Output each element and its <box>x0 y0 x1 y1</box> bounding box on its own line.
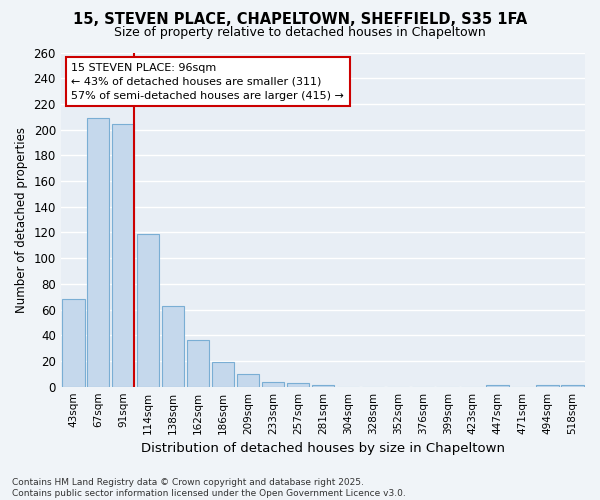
Bar <box>212 362 234 386</box>
Bar <box>62 300 85 386</box>
Text: Contains HM Land Registry data © Crown copyright and database right 2025.
Contai: Contains HM Land Registry data © Crown c… <box>12 478 406 498</box>
Bar <box>137 234 160 386</box>
Bar <box>287 383 309 386</box>
Text: 15, STEVEN PLACE, CHAPELTOWN, SHEFFIELD, S35 1FA: 15, STEVEN PLACE, CHAPELTOWN, SHEFFIELD,… <box>73 12 527 28</box>
X-axis label: Distribution of detached houses by size in Chapeltown: Distribution of detached houses by size … <box>141 442 505 455</box>
Text: 15 STEVEN PLACE: 96sqm
← 43% of detached houses are smaller (311)
57% of semi-de: 15 STEVEN PLACE: 96sqm ← 43% of detached… <box>71 62 344 100</box>
Bar <box>87 118 109 386</box>
Bar <box>237 374 259 386</box>
Y-axis label: Number of detached properties: Number of detached properties <box>15 126 28 312</box>
Bar <box>162 306 184 386</box>
Bar <box>262 382 284 386</box>
Bar <box>112 124 134 386</box>
Bar <box>187 340 209 386</box>
Text: Size of property relative to detached houses in Chapeltown: Size of property relative to detached ho… <box>114 26 486 39</box>
